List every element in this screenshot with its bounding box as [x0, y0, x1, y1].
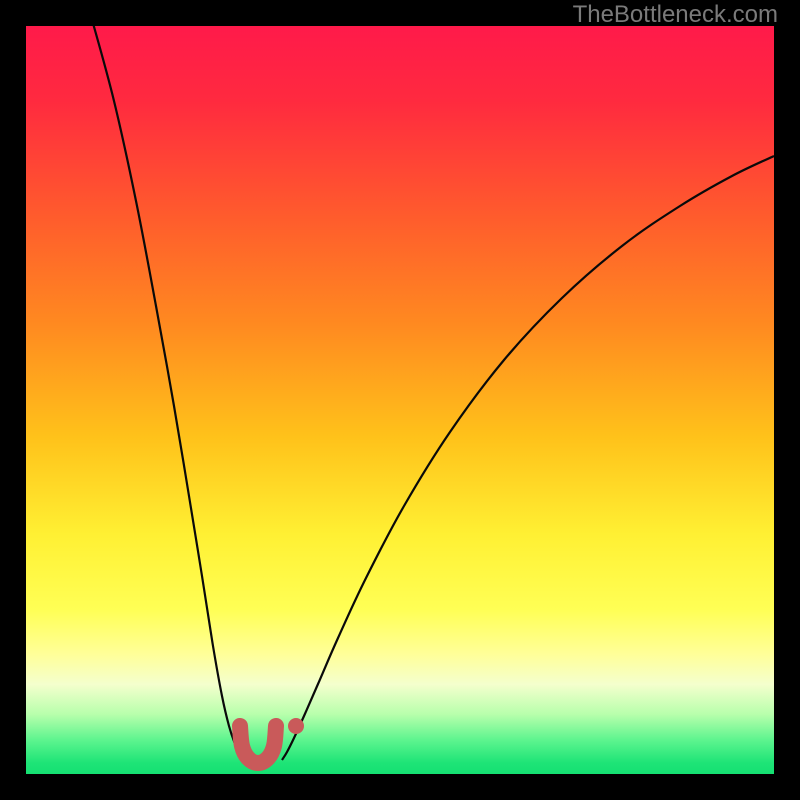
- curves-layer: [26, 26, 774, 774]
- optimal-range-marker: [240, 726, 276, 763]
- right-bottleneck-curve: [282, 156, 774, 760]
- watermark-text: TheBottleneck.com: [573, 1, 778, 29]
- data-point-marker: [288, 718, 304, 734]
- left-bottleneck-curve: [91, 26, 244, 760]
- chart-stage: TheBottleneck.com: [0, 0, 800, 800]
- plot-area: [26, 26, 774, 774]
